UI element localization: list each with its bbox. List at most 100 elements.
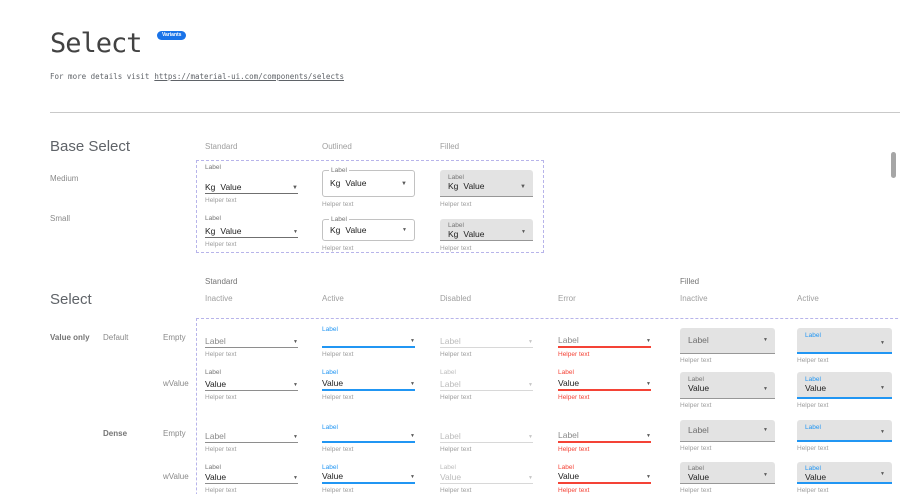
helper-text: Helper text (322, 351, 354, 358)
row-header-dense: Dense (103, 429, 128, 438)
select-dense-error-wvalue: Label Value ▼ Helper text (558, 463, 651, 494)
helper-text: Helper text (205, 446, 237, 453)
select-standard-disabled-wvalue: Label Label ▼ Helper text (440, 368, 533, 401)
select-control[interactable]: Label ▼ (680, 328, 775, 354)
select-placeholder: Label (688, 335, 709, 346)
dropdown-arrow-icon: ▼ (521, 229, 526, 235)
select-control[interactable]: ▼ (322, 335, 415, 348)
select-label: Label (688, 376, 704, 383)
dropdown-arrow-icon: ▼ (293, 475, 298, 481)
dropdown-arrow-icon: ▼ (880, 340, 885, 346)
base-standard-small: Label Kg Value ▼ Helper text (205, 214, 298, 248)
select-value: Value (805, 472, 827, 482)
dropdown-arrow-icon: ▼ (293, 229, 298, 235)
select-value: Kg Value (448, 181, 485, 191)
select-control[interactable]: Label Value ▼ (797, 372, 892, 399)
helper-text: Helper text (558, 394, 590, 401)
select-value: Value (205, 378, 227, 389)
select-control[interactable]: ▼ (322, 432, 415, 443)
dropdown-arrow-icon: ▼ (293, 382, 298, 388)
select-dense-inactive-empty: Label ▼ Helper text (205, 423, 298, 453)
select-control[interactable]: Label ▼ (205, 335, 298, 348)
select-value: Value (322, 377, 344, 388)
scrollbar-thumb[interactable] (891, 152, 896, 178)
base-outlined-medium-select[interactable]: Label Kg Value ▼ (322, 167, 415, 197)
select-control[interactable]: Value ▼ (558, 470, 651, 484)
select-standard-error-wvalue: Label Value ▼ Helper text (558, 368, 651, 401)
select-control: Label ▼ (440, 431, 533, 443)
base-standard-small-select[interactable]: Kg Value ▼ (205, 224, 298, 238)
select-value: Kg Value (205, 225, 242, 236)
row-header-value-only: Value only (50, 333, 90, 342)
dropdown-arrow-icon: ▼ (646, 433, 651, 439)
page-title: Select (50, 28, 143, 59)
select-control[interactable]: Value ▼ (322, 471, 415, 484)
column-header-filled-inactive: Inactive (680, 294, 708, 303)
header-divider (50, 112, 900, 113)
dropdown-arrow-icon: ▼ (410, 433, 415, 439)
select-standard-inactive-empty: Label ▼ Helper text (205, 325, 298, 358)
material-ui-link[interactable]: https://material-ui.com/components/selec… (154, 72, 344, 81)
dropdown-arrow-icon: ▼ (880, 429, 885, 435)
row-header-wvalue-2: wValue (163, 472, 189, 481)
select-control[interactable]: Label ▼ (797, 328, 892, 354)
helper-text: Helper text (440, 351, 472, 358)
select-label: Label (322, 369, 338, 376)
base-standard-medium: Label Kg Value ▼ Helper text (205, 163, 298, 204)
select-filled-dense-active-wvalue: Label Value ▼ Helper text (797, 462, 892, 494)
column-header-standard: Standard (205, 142, 238, 151)
helper-text: Helper text (797, 445, 829, 452)
select-control[interactable]: Label ▼ (797, 420, 892, 442)
helper-text: Helper text (322, 394, 354, 401)
helper-text: Helper text (797, 357, 829, 364)
select-control[interactable]: Label ▼ (558, 335, 651, 348)
select-control[interactable]: Value ▼ (205, 472, 298, 484)
base-select-heading: Base Select (50, 138, 131, 155)
select-placeholder: Label (688, 425, 709, 436)
base-filled-medium-select[interactable]: Label Kg Value ▼ (440, 170, 533, 197)
dropdown-arrow-icon: ▼ (410, 338, 415, 344)
dropdown-arrow-icon: ▼ (880, 385, 885, 391)
select-label: Label (205, 369, 221, 376)
dropdown-arrow-icon: ▼ (763, 472, 768, 478)
select-label (205, 325, 298, 335)
select-label: Label (205, 215, 221, 222)
base-standard-medium-select[interactable]: Kg Value ▼ (205, 173, 298, 194)
helper-text: Helper text (322, 446, 354, 453)
helper-text: Helper text (205, 394, 237, 401)
base-filled-small-select[interactable]: Label Kg Value ▼ (440, 219, 533, 241)
select-value: Value (205, 471, 227, 482)
row-header-empty-1: Empty (163, 333, 186, 342)
select-control[interactable]: Label ▼ (680, 420, 775, 442)
select-control[interactable]: Label ▼ (558, 430, 651, 443)
select-value: Value (558, 470, 580, 481)
select-control[interactable]: Label Value ▼ (680, 372, 775, 399)
helper-text: Helper text (680, 445, 712, 452)
helper-text: Helper text (440, 201, 472, 208)
dropdown-arrow-icon: ▼ (763, 337, 768, 343)
dropdown-arrow-icon: ▼ (528, 382, 533, 388)
select-control[interactable]: Label ▼ (205, 431, 298, 443)
select-value: Label (440, 378, 461, 389)
base-outlined-small-select[interactable]: Label Kg Value ▼ (322, 216, 415, 241)
select-standard-error-empty: Label ▼ Helper text (558, 325, 651, 358)
select-label: Label (805, 332, 821, 339)
select-dense-disabled-empty: Label ▼ Helper text (440, 423, 533, 453)
select-label: Label (448, 174, 464, 181)
helper-text: Helper text (680, 357, 712, 364)
select-control[interactable]: Value ▼ (558, 378, 651, 391)
select-variants-frame (196, 318, 900, 494)
select-control[interactable]: Value ▼ (205, 378, 298, 391)
helper-text: Helper text (558, 487, 590, 494)
select-control[interactable]: Label Value ▼ (797, 462, 892, 484)
dropdown-arrow-icon: ▼ (646, 338, 651, 344)
dropdown-arrow-icon: ▼ (520, 184, 526, 190)
helper-text: Helper text (680, 487, 712, 494)
select-control: Value ▼ (440, 472, 533, 484)
helper-text: Helper text (440, 245, 472, 252)
select-control[interactable]: Label Value ▼ (680, 462, 775, 484)
base-filled-medium: Label Kg Value ▼ Helper text (440, 170, 533, 208)
select-control[interactable]: Value ▼ (322, 378, 415, 391)
select-label: Label (448, 222, 464, 229)
